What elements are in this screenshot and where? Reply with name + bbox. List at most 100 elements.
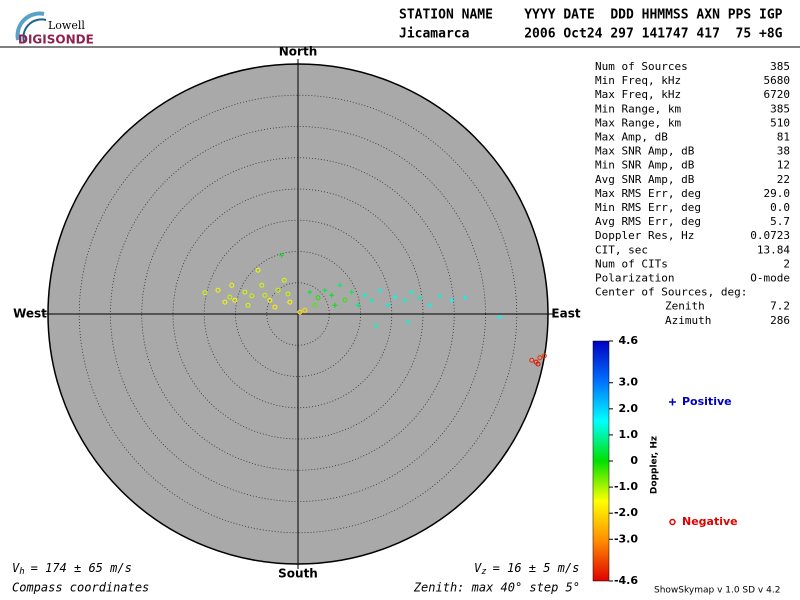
source-negative: [215, 287, 221, 293]
stat-label: Avg SNR Amp, dB: [595, 173, 695, 186]
stat-value: 5.7: [770, 215, 790, 228]
colorbar-tick-label: -4.6: [614, 574, 638, 587]
logo: Lowell DIGISONDE: [15, 11, 94, 47]
stat-label: Azimuth: [665, 314, 711, 327]
zenith-note: Zenith: max 40° step 5°: [413, 581, 580, 595]
logo-swoosh: [22, 18, 47, 43]
source-positive: [405, 319, 411, 325]
stat-value: 510: [770, 116, 790, 129]
colorbar: [592, 340, 610, 582]
colorbar-tick-label: 3.0: [619, 376, 639, 389]
source-negative: [281, 277, 287, 283]
source-positive: [392, 294, 398, 300]
source-negative: [227, 294, 233, 300]
source-negative: [541, 353, 547, 359]
stat-label: Min SNR Amp, dB: [595, 159, 695, 172]
coords: Compass coordinates: [12, 581, 149, 595]
stat-value: 29.0: [764, 187, 791, 200]
source-positive: [402, 297, 408, 303]
stat-label: Avg RMS Err, deg: [595, 215, 701, 228]
source-positive: [427, 302, 433, 308]
vz-symbol: V: [474, 561, 482, 575]
logo-swoosh: [15, 11, 45, 41]
colorbar-tick-label: 0: [630, 454, 638, 467]
header-line: STATION NAME YYYY DATE DDD HHMMSS AXN PP…: [399, 8, 783, 23]
source-positive: [337, 282, 343, 288]
direction-label: North: [279, 45, 317, 59]
stat-label: Num of Sources: [595, 60, 688, 73]
stat-value: 38: [777, 145, 790, 158]
source-negative: [302, 307, 308, 313]
stat-value: 12: [777, 159, 790, 172]
source-positive: [385, 302, 391, 308]
stat-label: Num of CITs: [595, 257, 668, 270]
stat-label: Max SNR Amp, dB: [595, 145, 695, 158]
colorbar-tick-label: -3.0: [614, 532, 638, 545]
header-line: Jicamarca 2006 Oct24 297 141747 417 75 +…: [399, 27, 783, 42]
source-negative: [229, 282, 235, 288]
stat-value: 22: [777, 173, 790, 186]
stat-label: Max RMS Err, deg: [595, 187, 701, 200]
stat-value: 6720: [764, 88, 791, 101]
stat-label: Min RMS Err, deg: [595, 201, 701, 214]
stat-section: Center of Sources, deg:: [595, 286, 747, 299]
skymap: North South West East: [13, 45, 581, 581]
source-negative: [297, 309, 303, 315]
stat-label: Zenith: [665, 300, 705, 313]
source-positive: [355, 302, 361, 308]
source-negative: [232, 297, 238, 303]
source-positive: [417, 295, 423, 301]
source-positive: [279, 252, 285, 258]
source-positive: [329, 292, 335, 298]
colorbar-tick-label: -2.0: [614, 506, 638, 519]
stat-value: 286: [770, 314, 790, 327]
vh-text: = 174 ± 65 m/s: [31, 561, 132, 575]
stat-label: Max Freq, kHz: [595, 88, 681, 101]
stats-table: Num of Sources 385 Min Freq, kHz 5680 Max Fr…: [595, 60, 790, 327]
stat-value: 385: [770, 60, 790, 73]
vz-text: = 16 ± 5 m/s: [493, 561, 580, 575]
source-negative: [535, 361, 541, 367]
source-negative: [222, 299, 228, 305]
stat-value: 0.0: [770, 201, 790, 214]
version: ShowSkymap v 1.0 SD v 4.2: [654, 586, 780, 596]
colorbar-tick-label: 1.0: [619, 428, 639, 441]
stat-value: 0.0723: [750, 229, 790, 242]
source-positive: [322, 287, 328, 293]
legend-label: Positive: [682, 395, 732, 408]
vh-sub: h: [19, 567, 24, 577]
source-positive: [497, 314, 503, 320]
source-positive: [377, 287, 383, 293]
colorbar-tick-label: 2.0: [619, 402, 639, 415]
source-positive: [409, 289, 415, 295]
colorbar-tick-label: 4.6: [619, 334, 639, 347]
colorbar-tick-label: -1.0: [614, 480, 638, 493]
source-positive: [437, 293, 443, 299]
source-negative: [285, 291, 291, 297]
source-negative: [249, 293, 255, 299]
source-negative: [315, 295, 321, 301]
legend-marker-negative: [669, 518, 676, 526]
source-positive: [349, 289, 355, 295]
vz: Vz = 16 ± 5 m/s: [474, 561, 579, 577]
source-negative: [342, 297, 348, 303]
source-negative: [312, 302, 318, 308]
source-positive: [462, 295, 468, 301]
stat-label: Min Range, km: [595, 102, 681, 115]
logo-top: Lowell: [48, 19, 85, 32]
source-positive: [332, 302, 338, 308]
source-positive: [362, 292, 368, 298]
source-negative: [259, 282, 265, 288]
stat-value: O-mode: [750, 272, 790, 285]
direction-label: South: [278, 567, 318, 581]
stat-value: 7.2: [770, 300, 790, 313]
legend-label: Negative: [682, 515, 738, 528]
source-negative: [262, 292, 268, 298]
source-negative: [267, 297, 273, 303]
stat-label: Polarization: [595, 272, 674, 285]
vh: Vh = 174 ± 65 m/s: [12, 561, 132, 577]
stat-label: CIT, sec: [595, 243, 648, 256]
stat-value: 385: [770, 102, 790, 115]
colorbar-title: Doppler, Hz: [650, 436, 660, 494]
